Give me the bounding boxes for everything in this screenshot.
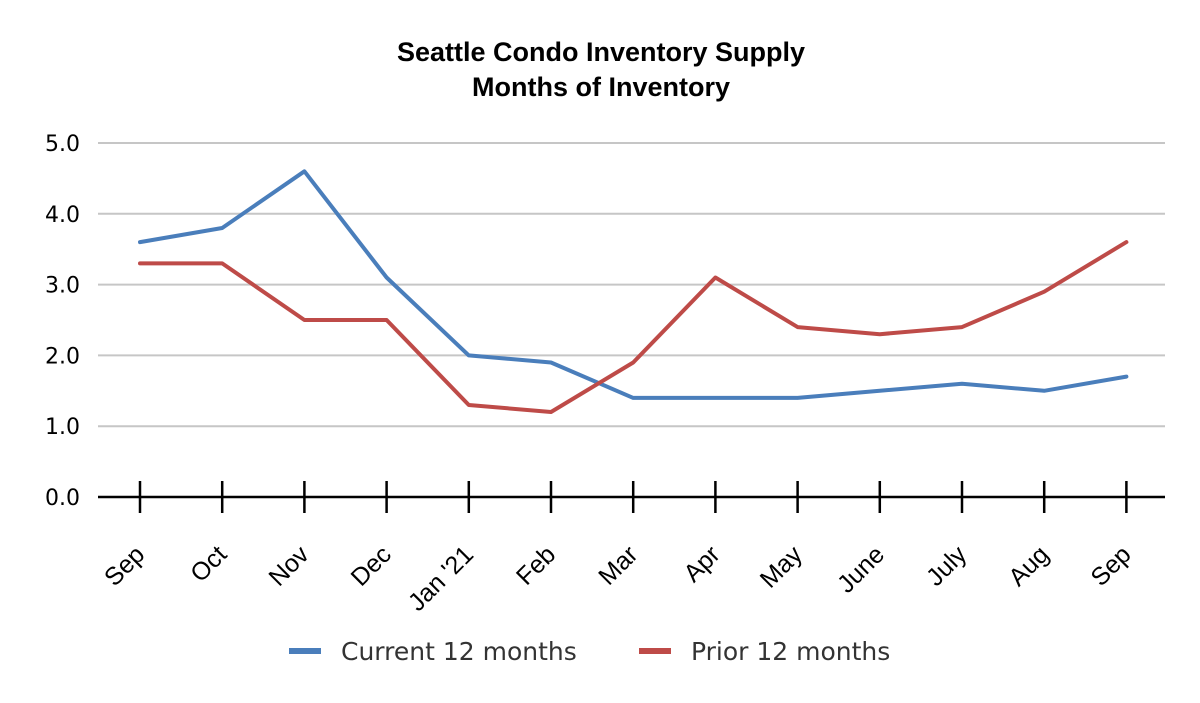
data-point	[303, 319, 305, 321]
y-axis: 0.0 1.0 2.0 3.0 4.0 5.0	[45, 132, 80, 511]
x-tick-label: June	[832, 540, 890, 598]
data-point	[879, 390, 881, 392]
x-tick-label: May	[755, 540, 809, 594]
legend: Current 12 months Prior 12 months	[289, 637, 890, 666]
x-axis: Sep Oct Nov Dec Jan '21 Feb Mar Apr May June July A…	[98, 481, 1165, 617]
x-tick-label: Oct	[185, 540, 232, 587]
y-tick-label: 5.0	[45, 132, 80, 157]
gridlines	[98, 142, 1165, 428]
data-point	[386, 277, 388, 279]
legend-label: Prior 12 months	[691, 637, 890, 666]
x-tick-label: Apr	[678, 540, 725, 587]
x-tick-label: Mar	[593, 540, 643, 590]
data-point	[139, 241, 141, 243]
x-tick-label: Jan '21	[403, 540, 479, 616]
y-tick-label: 4.0	[45, 203, 80, 228]
data-point	[550, 361, 552, 363]
data-point	[1125, 376, 1127, 378]
x-tick-label: Sep	[99, 540, 150, 591]
y-tick-label: 3.0	[45, 274, 80, 299]
data-point	[797, 397, 799, 399]
data-point	[632, 361, 634, 363]
series-lines	[138, 169, 1129, 414]
x-tick-label: Nov	[263, 540, 315, 592]
data-point	[468, 404, 470, 406]
data-point	[221, 262, 223, 264]
data-point	[550, 411, 552, 413]
data-point	[221, 227, 223, 229]
data-point	[961, 383, 963, 385]
data-point	[879, 333, 881, 335]
data-point	[632, 397, 634, 399]
data-point	[961, 326, 963, 328]
data-point	[386, 319, 388, 321]
data-point	[797, 326, 799, 328]
x-tick-label: Aug	[1003, 540, 1054, 591]
data-point	[714, 277, 716, 279]
data-point	[714, 397, 716, 399]
data-point	[139, 262, 141, 264]
x-tick-label: Feb	[511, 540, 561, 590]
chart-subtitle: Months of Inventory	[472, 72, 730, 102]
y-tick-label: 1.0	[45, 415, 80, 440]
y-tick-label: 2.0	[45, 344, 80, 369]
data-point	[303, 170, 305, 172]
data-point	[1125, 241, 1127, 243]
y-tick-label: 0.0	[45, 486, 80, 511]
data-point	[1043, 291, 1045, 293]
x-tick-label: Sep	[1085, 540, 1136, 591]
chart-title: Seattle Condo Inventory Supply	[397, 37, 805, 67]
data-point	[468, 354, 470, 356]
legend-label: Current 12 months	[341, 637, 577, 666]
x-tick-label: Dec	[346, 540, 397, 591]
data-point	[1043, 390, 1045, 392]
x-tick-label: July	[921, 540, 973, 592]
